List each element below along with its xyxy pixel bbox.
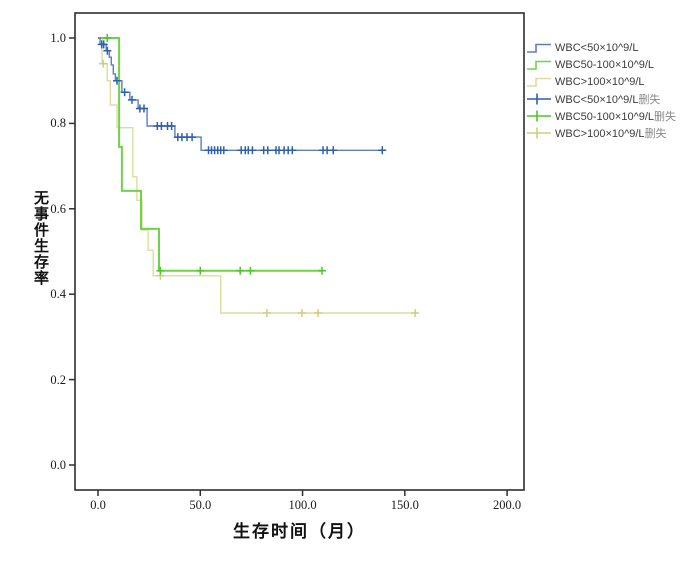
legend-censor-swatch xyxy=(527,127,551,139)
x-tick-label: 200.0 xyxy=(493,498,522,512)
censor-mark-1 xyxy=(196,266,205,275)
legend-label: WBC<50×10^9/L删失 xyxy=(555,93,661,106)
legend-label-censored-suffix: 删失 xyxy=(638,93,661,106)
legend-line-swatch xyxy=(527,60,551,70)
censor-mark-0 xyxy=(248,146,257,155)
censor-mark-0 xyxy=(263,146,272,155)
legend-label: WBC50-100×10^9/L删失 xyxy=(555,110,677,123)
legend-item: WBC>100×10^9/L删失 xyxy=(526,126,676,140)
y-tick-label: 1.0 xyxy=(50,31,66,45)
survival-curve-2 xyxy=(98,37,418,314)
x-tick-label: 0.0 xyxy=(90,498,106,512)
legend-item: WBC<50×10^9/L删失 xyxy=(526,92,676,106)
censor-mark-2 xyxy=(314,309,323,317)
y-tick-label: 0.0 xyxy=(50,458,66,472)
censor-mark-1 xyxy=(318,266,326,275)
censor-mark-0 xyxy=(378,146,387,155)
legend-label-censored-suffix: 删失 xyxy=(654,110,677,123)
y-tick-label: 0.6 xyxy=(50,201,66,216)
step-line-icon xyxy=(527,60,551,70)
legend-item: WBC>100×10^9/L xyxy=(526,75,676,88)
step-line-icon xyxy=(527,43,551,53)
censor-mark-2 xyxy=(263,309,271,317)
censor-mark-0 xyxy=(140,104,148,113)
censor-mark-1 xyxy=(246,266,255,275)
legend-label: WBC50-100×10^9/L xyxy=(555,58,655,71)
censor-mark-0 xyxy=(113,76,121,85)
legend-label: WBC<50×10^9/L xyxy=(555,41,639,54)
censor-mark-0 xyxy=(219,146,228,155)
y-tick-label: 0.2 xyxy=(50,372,66,387)
legend-censor-swatch xyxy=(527,93,551,105)
legend-label: WBC>100×10^9/L删失 xyxy=(555,127,667,140)
censor-mark-1 xyxy=(103,34,112,42)
censor-mark-1 xyxy=(236,266,245,275)
x-axis-title: 生存时间（月） xyxy=(233,522,366,541)
censor-mark-1 xyxy=(156,266,165,275)
censor-mark-0 xyxy=(188,133,197,142)
censor-cross-icon xyxy=(527,127,551,139)
plot-border xyxy=(74,12,525,491)
legend-line-swatch xyxy=(527,77,551,87)
censor-mark-0 xyxy=(329,146,338,155)
legend-item: WBC50-100×10^9/L删失 xyxy=(526,109,677,123)
legend-item: WBC50-100×10^9/L xyxy=(526,58,676,71)
legend-label-censored-suffix: 删失 xyxy=(644,127,667,140)
legend-line-swatch xyxy=(527,43,551,53)
censor-mark-0 xyxy=(128,95,136,104)
y-tick-label: 0.8 xyxy=(50,116,66,131)
y-tick-label: 0.4 xyxy=(50,287,66,302)
legend-label: WBC>100×10^9/L xyxy=(555,75,645,88)
step-line-icon xyxy=(527,77,551,87)
legend: WBC<50×10^9/L WBC50-100×10^9/L WBC>100×10^… xyxy=(526,41,677,140)
legend-censor-swatch xyxy=(527,110,551,122)
censor-mark-0 xyxy=(288,146,297,155)
censor-mark-0 xyxy=(103,46,112,55)
censor-mark-2 xyxy=(297,309,306,317)
legend-item: WBC<50×10^9/L xyxy=(526,41,676,54)
censor-cross-icon xyxy=(527,110,551,122)
x-tick-label: 150.0 xyxy=(390,498,419,512)
x-tick-label: 100.0 xyxy=(288,498,317,512)
survival-curve-1 xyxy=(98,37,322,272)
censor-mark-2 xyxy=(99,59,108,68)
censor-mark-0 xyxy=(167,122,176,130)
censor-mark-0 xyxy=(120,88,129,97)
censor-mark-2 xyxy=(411,309,420,317)
y-axis-title: 无事件生存率 xyxy=(32,190,48,286)
censor-mark-0 xyxy=(99,40,108,49)
x-tick-label: 50.0 xyxy=(189,498,212,512)
survival-curve-0 xyxy=(98,37,386,151)
censor-cross-icon xyxy=(527,93,551,105)
